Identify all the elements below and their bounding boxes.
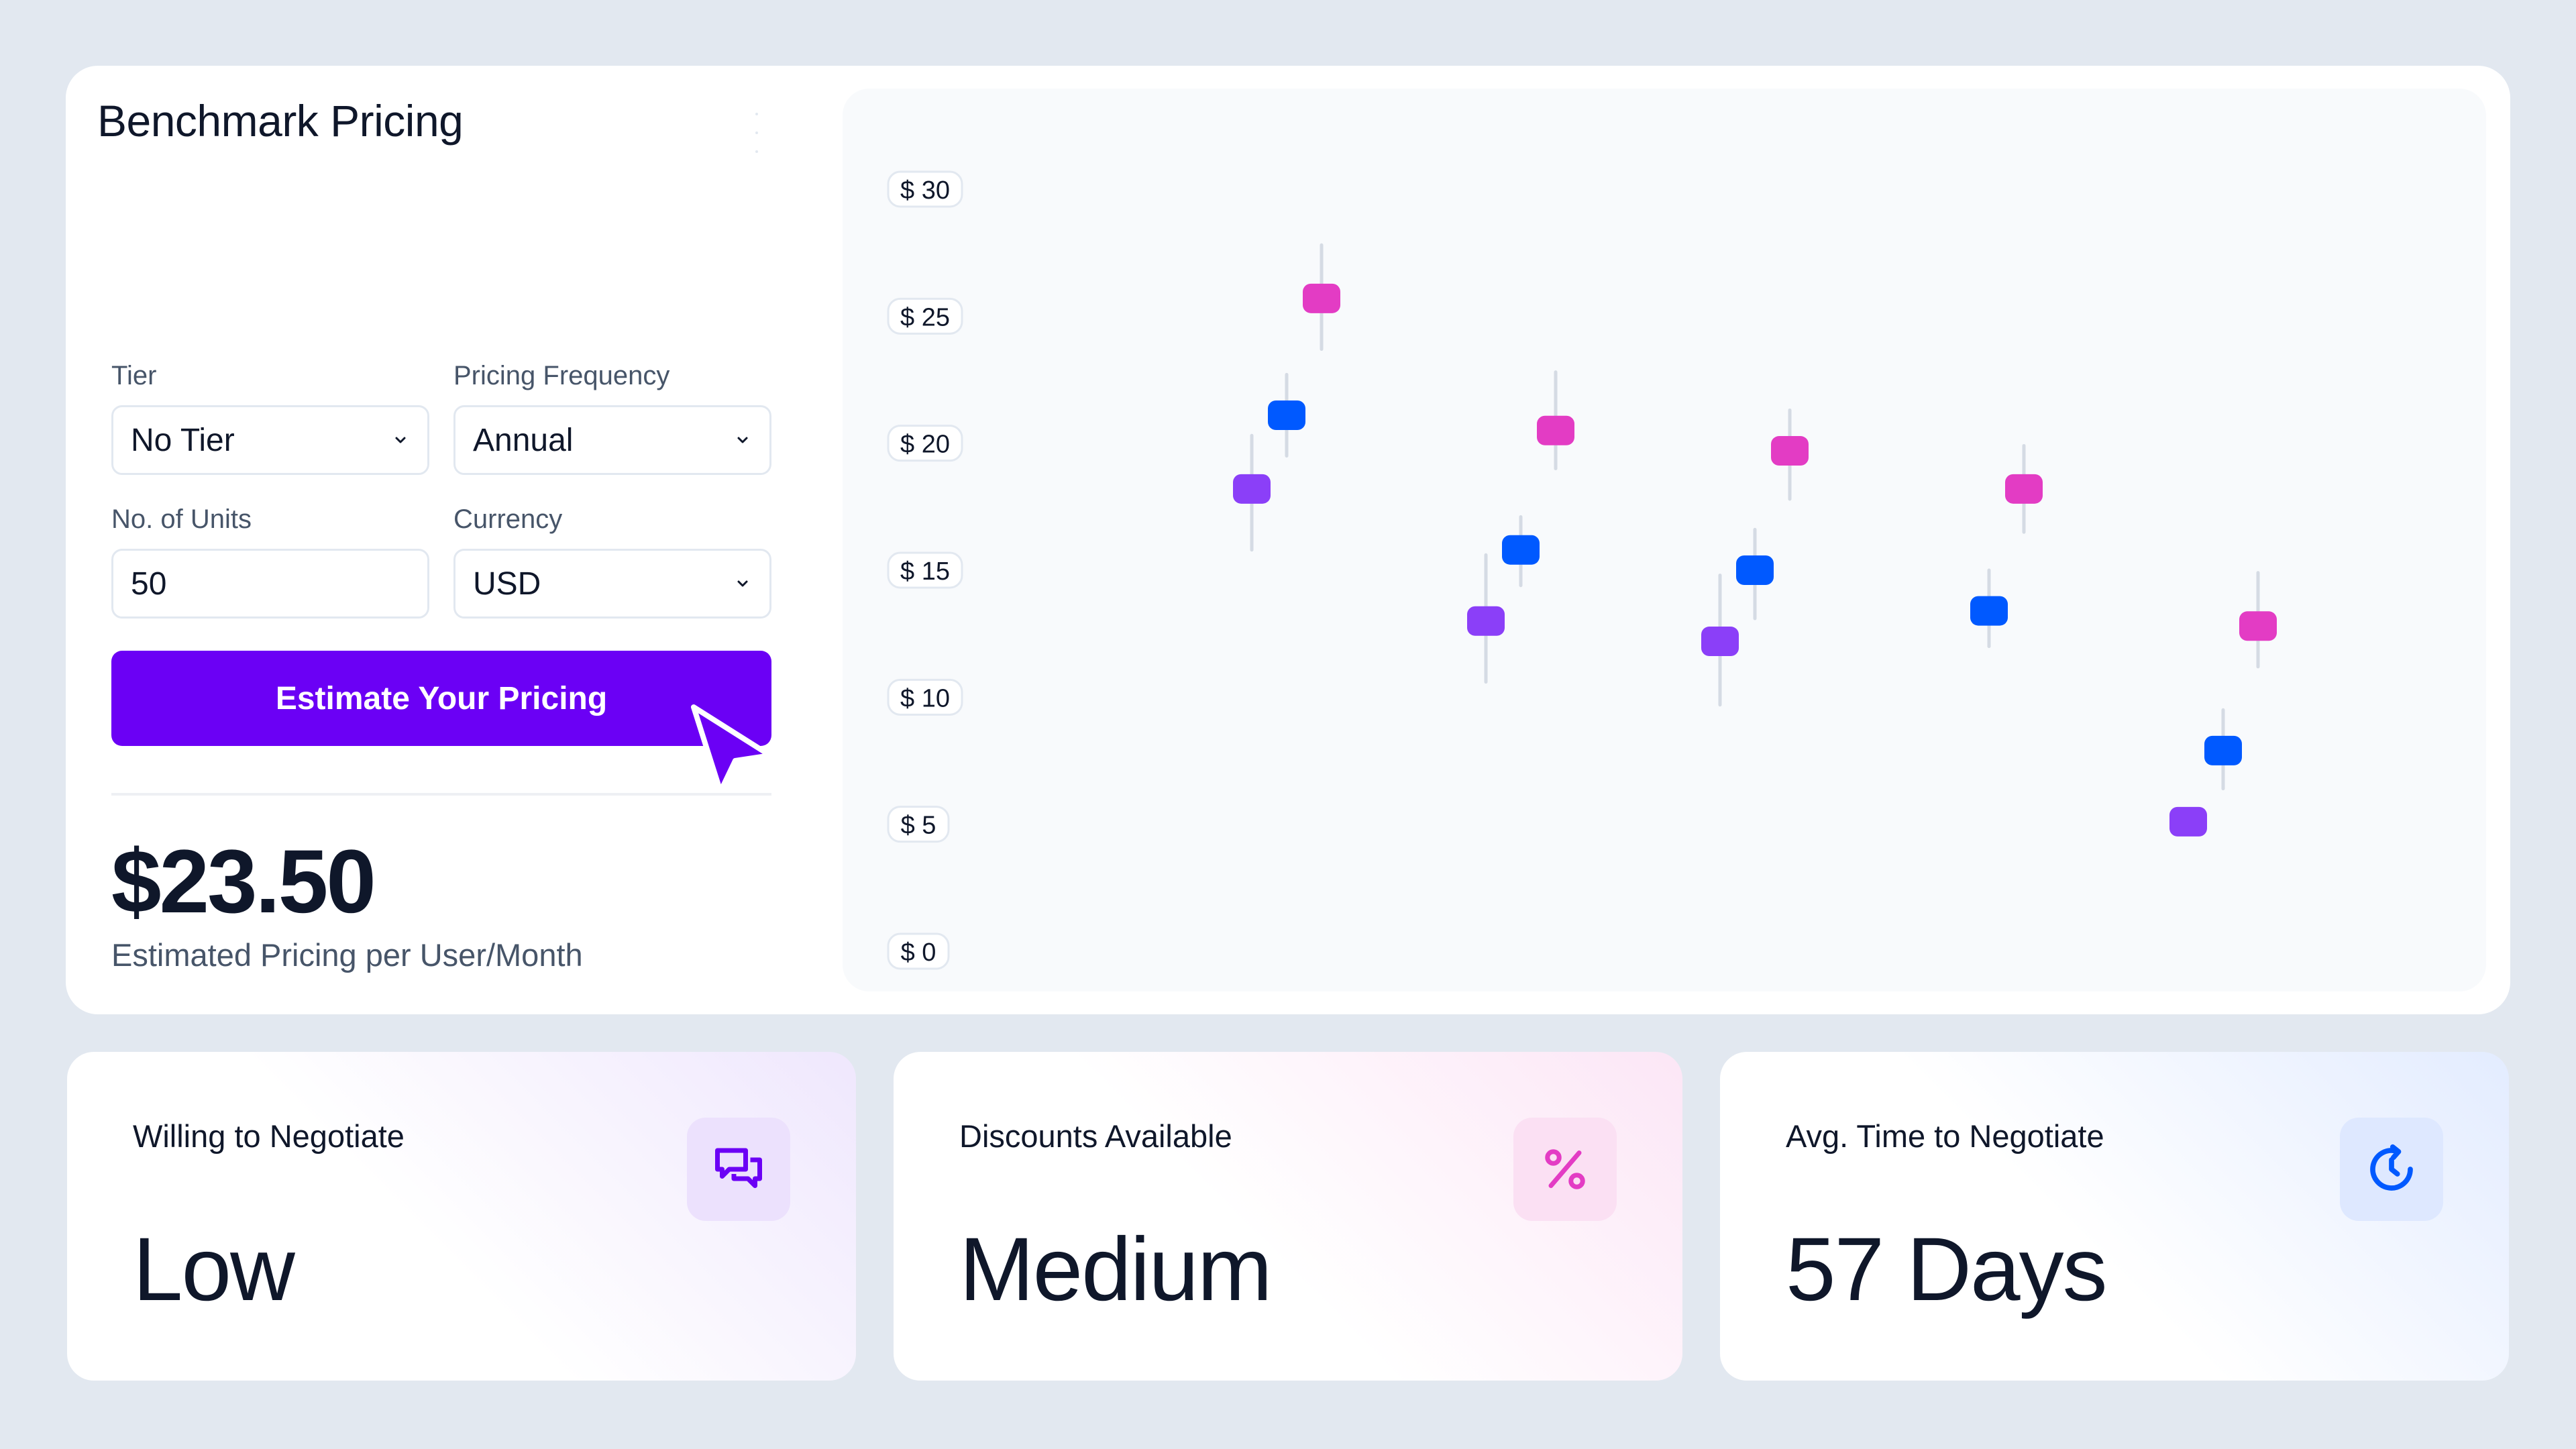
stat-card-discounts: Discounts Available Medium — [894, 1052, 1682, 1381]
stat-label: Willing to Negotiate — [133, 1118, 405, 1154]
data-point[interactable] — [1303, 283, 1340, 313]
frequency-value: Annual — [473, 422, 574, 458]
data-point[interactable] — [1771, 436, 1809, 466]
data-point[interactable] — [1467, 606, 1505, 636]
stat-value: 57 Days — [1786, 1220, 2108, 1320]
svg-text:$ 20: $ 20 — [900, 431, 950, 459]
pricing-scatter-chart: $ 0 $ 5 $ 10 $ 15 $ 20 $ 25 $ 30 — [887, 170, 2277, 970]
card-title: Benchmark Pricing — [97, 96, 464, 146]
data-point[interactable] — [1233, 474, 1271, 504]
svg-text:$ 15: $ 15 — [900, 557, 950, 586]
data-point[interactable] — [1736, 555, 1774, 585]
data-point[interactable] — [2005, 474, 2043, 504]
svg-text:$ 5: $ 5 — [901, 812, 936, 840]
y-tick-label: $ 0 — [887, 932, 950, 970]
units-input[interactable]: 50 — [111, 549, 429, 619]
stat-card-negotiate: Willing to Negotiate Low — [67, 1052, 856, 1381]
y-tick-label: $ 15 — [887, 551, 963, 589]
stat-value: Medium — [959, 1220, 1273, 1320]
data-point[interactable] — [1970, 596, 2008, 626]
y-tick-label: $ 30 — [887, 170, 963, 208]
chevron-down-icon — [391, 431, 410, 449]
estimate-pricing-button[interactable]: Estimate Your Pricing — [111, 651, 771, 746]
units-label: No. of Units — [111, 504, 252, 534]
frequency-label: Pricing Frequency — [453, 361, 670, 390]
price-caption: Estimated Pricing per User/Month — [111, 937, 583, 973]
data-point[interactable] — [2169, 806, 2207, 837]
units-value: 50 — [131, 566, 167, 602]
data-point[interactable] — [1537, 415, 1574, 445]
estimated-price: $23.50 — [111, 832, 376, 932]
data-point[interactable] — [1502, 535, 1540, 565]
data-point[interactable] — [1268, 400, 1305, 431]
frequency-select[interactable]: Annual — [453, 405, 771, 475]
y-tick-label: $ 5 — [887, 806, 950, 843]
divider — [111, 793, 771, 796]
tier-value: No Tier — [131, 422, 235, 458]
y-tick-label: $ 20 — [887, 425, 963, 462]
history-icon — [2340, 1118, 2443, 1221]
tier-label: Tier — [111, 361, 157, 390]
currency-label: Currency — [453, 504, 563, 534]
mouse-cursor-icon — [691, 704, 773, 794]
svg-text:$ 10: $ 10 — [900, 684, 950, 712]
tier-select[interactable]: No Tier — [111, 405, 429, 475]
chevron-down-icon — [733, 431, 752, 449]
stat-card-time: Avg. Time to Negotiate 57 Days — [1720, 1052, 2509, 1381]
currency-select[interactable]: USD — [453, 549, 771, 619]
y-tick-label: $ 25 — [887, 297, 963, 335]
chat-icon — [687, 1118, 790, 1221]
svg-text:$ 30: $ 30 — [900, 176, 950, 205]
pricing-chart-panel: $ 0 $ 5 $ 10 $ 15 $ 20 $ 25 $ 30 — [843, 89, 2486, 991]
svg-text:$ 25: $ 25 — [900, 303, 950, 331]
data-point[interactable] — [2239, 611, 2277, 641]
currency-value: USD — [473, 566, 541, 602]
data-point[interactable] — [2204, 735, 2242, 765]
stat-label: Discounts Available — [959, 1118, 1232, 1154]
chevron-down-icon — [733, 574, 752, 593]
percent-icon — [1513, 1118, 1617, 1221]
stat-value: Low — [133, 1220, 295, 1320]
data-point[interactable] — [1701, 627, 1739, 657]
svg-text:$ 0: $ 0 — [901, 938, 936, 967]
stat-label: Avg. Time to Negotiate — [1786, 1118, 2104, 1154]
y-tick-label: $ 10 — [887, 678, 963, 716]
more-options-icon[interactable] — [750, 113, 763, 153]
